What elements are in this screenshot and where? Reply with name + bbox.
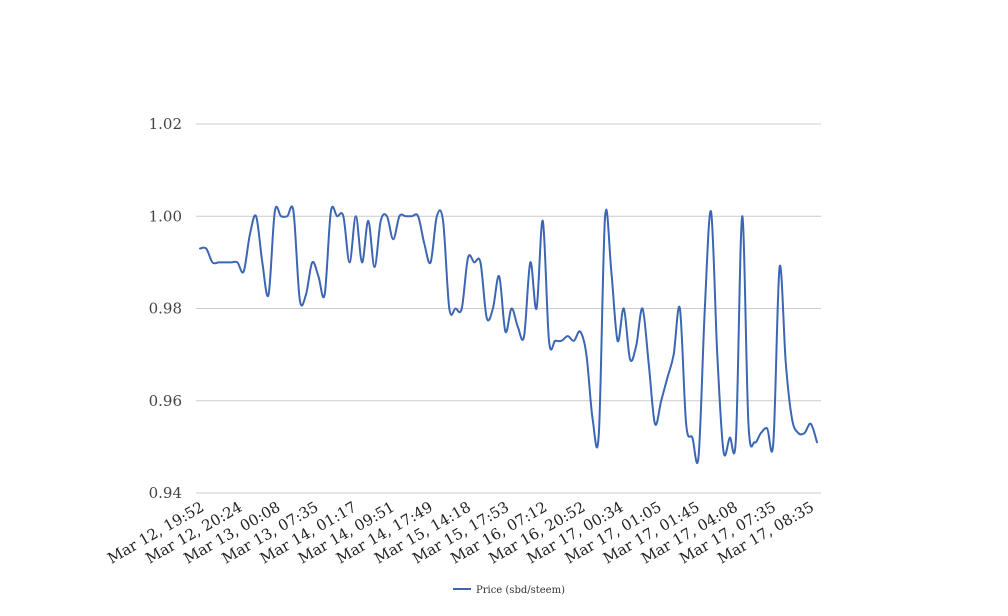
series-layer [199,205,818,465]
series-line-price [199,205,818,465]
legend[interactable]: Price (sbd/steem) [453,585,565,596]
legend-label-price: Price (sbd/steem) [476,585,565,596]
y-axis-ticks: 0.94 0.96 0.98 1.00 1.02 [149,115,182,502]
gridlines [196,123,821,494]
y-tick-label: 0.98 [149,300,182,318]
y-tick-label: 0.94 [149,484,182,502]
y-tick-label: 0.96 [149,392,182,410]
y-tick-label: 1.02 [149,115,182,133]
y-tick-label: 1.00 [149,207,182,225]
